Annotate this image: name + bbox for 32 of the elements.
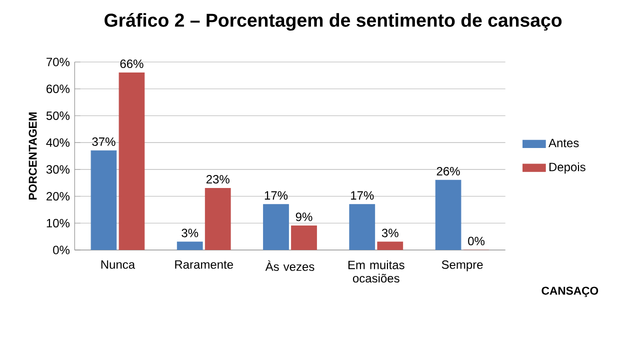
y-tick-label: 60% bbox=[46, 84, 70, 94]
data-label: 0% bbox=[468, 236, 485, 246]
x-tick-label: Raramente bbox=[175, 260, 234, 269]
y-tick-label: 0% bbox=[53, 246, 70, 254]
bar bbox=[377, 242, 404, 250]
y-axis-title: PORCENTAGEM bbox=[28, 112, 37, 200]
x-tick-label: Às vezes bbox=[265, 260, 314, 271]
x-tick-label: Sempre bbox=[442, 260, 483, 272]
y-tick-label: 50% bbox=[46, 111, 70, 120]
data-label: 9% bbox=[296, 212, 312, 222]
legend-label: Depois bbox=[549, 162, 586, 174]
data-label: 37% bbox=[92, 137, 116, 146]
y-tick-label: 10% bbox=[46, 218, 70, 228]
y-tick-label: 40% bbox=[46, 138, 70, 147]
x-axis-title: CANSAÇO bbox=[542, 286, 598, 297]
data-label: 3% bbox=[382, 228, 398, 238]
y-tick-label: 30% bbox=[46, 165, 70, 174]
bar bbox=[291, 226, 317, 250]
bar bbox=[118, 72, 145, 250]
data-label: 17% bbox=[264, 191, 288, 200]
data-label: 23% bbox=[206, 175, 230, 184]
legend-label: Antes bbox=[548, 138, 579, 148]
bar bbox=[204, 188, 231, 250]
chart-title: Gráfico 2 – Porcentagem de sentimento de cansaço bbox=[104, 12, 562, 31]
data-label: 66% bbox=[120, 60, 144, 68]
y-tick-label: 20% bbox=[46, 192, 70, 201]
x-tick-label: Em muitas ocasiões bbox=[348, 260, 404, 283]
data-label: 26% bbox=[436, 166, 460, 176]
data-label: 17% bbox=[351, 191, 374, 200]
data-label: 3% bbox=[182, 228, 198, 238]
y-tick-label: 70% bbox=[46, 58, 70, 66]
x-tick-label: Nunca bbox=[101, 260, 136, 269]
